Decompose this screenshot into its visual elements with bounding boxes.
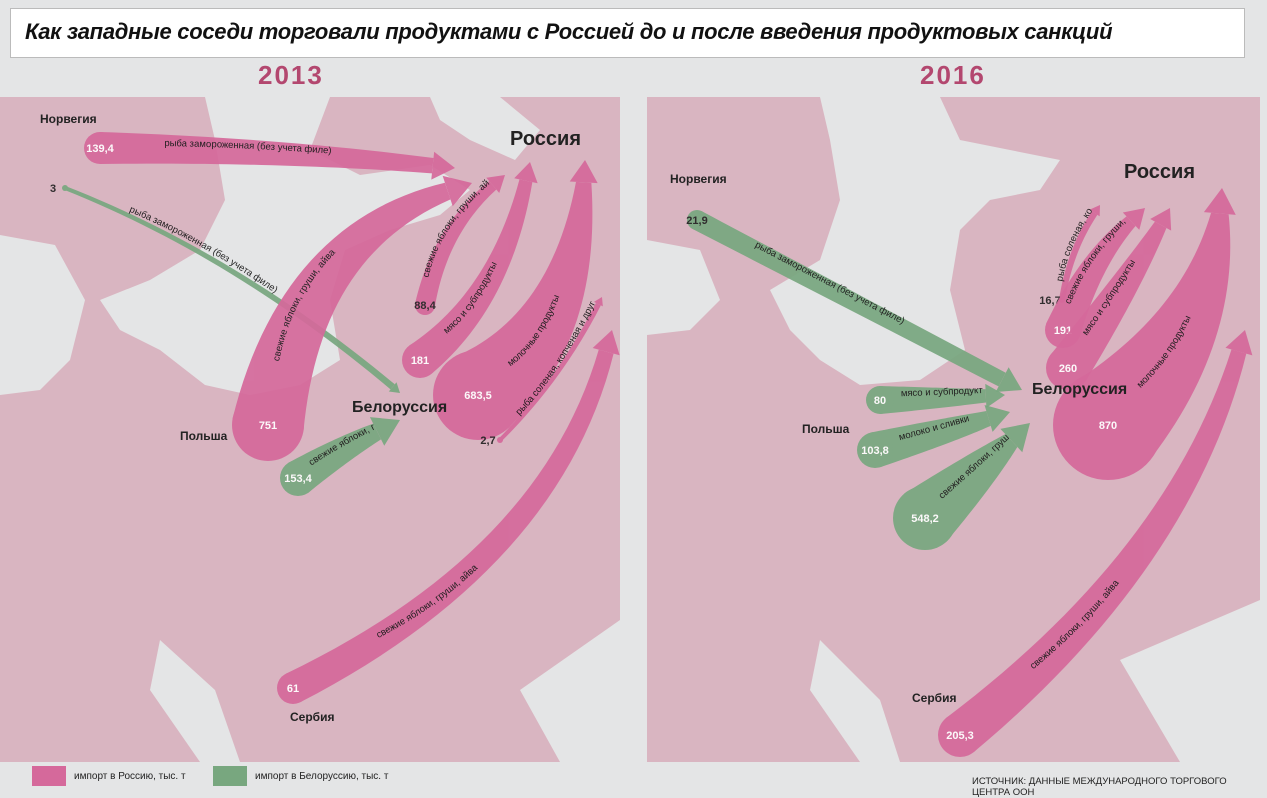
flow-arrowhead bbox=[1203, 188, 1236, 215]
flow-shaft bbox=[1046, 216, 1136, 337]
flow-origin-circle bbox=[84, 132, 116, 164]
flow-arrowhead bbox=[592, 330, 620, 356]
flow-arrowhead bbox=[388, 382, 400, 393]
country-label-serbia: Сербия bbox=[912, 691, 956, 705]
flow-value: 80 bbox=[874, 395, 886, 407]
legend-label-belarus: импорт в Белоруссию, тыс. т bbox=[255, 770, 389, 782]
flow-value: 2,7 bbox=[480, 435, 495, 447]
flow-origin-circle bbox=[415, 295, 435, 315]
flow-arrowhead bbox=[593, 297, 603, 307]
country-label-poland: Польша bbox=[180, 429, 228, 443]
flow-origin-circle bbox=[402, 342, 438, 378]
flow-shaft bbox=[409, 179, 533, 375]
flow-arrowhead bbox=[995, 367, 1022, 393]
flow-value: 139,4 bbox=[86, 143, 114, 155]
flow-value: 205,3 bbox=[946, 730, 974, 742]
flow-origin-circle bbox=[277, 672, 309, 704]
flow-value: 61 bbox=[287, 683, 299, 695]
flow-arrowhead bbox=[514, 162, 538, 184]
flow-arrowhead bbox=[1150, 208, 1172, 231]
flow-shaft bbox=[1059, 211, 1098, 301]
flow-shaft bbox=[232, 182, 451, 432]
flow-arrowhead bbox=[1225, 330, 1253, 356]
country-label-poland: Польша bbox=[802, 422, 850, 436]
flow-shaft bbox=[946, 349, 1247, 753]
flow-value: 103,8 bbox=[861, 445, 889, 457]
flow-arrowhead bbox=[1089, 205, 1100, 217]
flow-origin-circle bbox=[857, 432, 893, 468]
flow-arrowhead bbox=[1122, 208, 1145, 230]
legend-label-russia: импорт в Россию, тыс. т bbox=[74, 770, 186, 782]
flow-shaft bbox=[1050, 221, 1167, 381]
flow-value: 153,4 bbox=[284, 473, 312, 485]
sea-white-2013 bbox=[430, 97, 540, 160]
flow-arrowhead bbox=[569, 160, 598, 184]
country-label-russia: Россия bbox=[1124, 161, 1195, 183]
flow-origin-circle bbox=[893, 486, 957, 550]
country-labels: Норвегия Россия Белоруссия Польша Сербия Норв… bbox=[40, 112, 1195, 724]
country-label-russia: Россия bbox=[510, 128, 581, 150]
flow-value: 3 bbox=[50, 183, 56, 195]
flow-shaft bbox=[879, 386, 987, 414]
legend-swatch-belarus bbox=[213, 766, 247, 786]
flow-origin-circle bbox=[938, 713, 982, 757]
flow-value: 21,9 bbox=[686, 215, 707, 227]
flow-origin-circle bbox=[232, 389, 304, 461]
flow-origin-circle bbox=[497, 437, 503, 443]
country-label-serbia: Сербия bbox=[290, 710, 334, 724]
flow-arrowhead bbox=[486, 175, 505, 193]
flow-arrowhead bbox=[984, 405, 1010, 432]
flow-shaft bbox=[285, 349, 614, 703]
flow-origin-circle bbox=[433, 350, 523, 440]
flow-shaft bbox=[99, 132, 434, 174]
sea-black-2013 bbox=[520, 620, 620, 762]
country-label-belarus: Белоруссия bbox=[1032, 381, 1127, 398]
sea-black-2016 bbox=[1120, 600, 1260, 762]
country-label-norway: Норвегия bbox=[670, 172, 727, 186]
legend-belarus: импорт в Белоруссию, тыс. т bbox=[213, 766, 388, 786]
flow-arrowhead bbox=[985, 383, 1005, 408]
flow-shaft bbox=[498, 302, 601, 442]
sea-baltic-2016 bbox=[770, 97, 1060, 385]
flow-arrowhead bbox=[369, 417, 400, 446]
legend-russia: импорт в Россию, тыс. т bbox=[32, 766, 186, 786]
country-label-belarus: Белоруссия bbox=[352, 399, 447, 416]
flow-value: 260 bbox=[1059, 363, 1077, 375]
flow-arrowhead bbox=[1000, 423, 1030, 453]
flow-origin-circle bbox=[280, 460, 316, 496]
flow-origin-circle bbox=[1053, 370, 1163, 480]
sea-baltic-2013 bbox=[100, 97, 470, 395]
flow-shaft bbox=[870, 411, 991, 468]
flow-value: 870 bbox=[1099, 420, 1117, 432]
flow-arrowhead bbox=[442, 175, 472, 207]
flow-value: 683,5 bbox=[464, 390, 492, 402]
year-2013: 2013 bbox=[258, 60, 324, 90]
year-2016: 2016 bbox=[920, 60, 986, 90]
flow-shaft bbox=[415, 181, 497, 307]
country-label-norway: Норвегия bbox=[40, 112, 97, 126]
sea-adriatic-2013 bbox=[150, 640, 240, 762]
flow-origin-circle bbox=[62, 185, 68, 191]
flow-origin-circle bbox=[687, 210, 707, 230]
flow-value: 751 bbox=[259, 420, 277, 432]
title-box: Как западные соседи торговали продуктами… bbox=[10, 8, 1245, 58]
flow-arrowhead bbox=[431, 151, 455, 180]
flow-value: 548,2 bbox=[911, 513, 939, 525]
sea-adriatic-2016 bbox=[810, 640, 900, 762]
source-note: ИСТОЧНИК: ДАННЫЕ МЕЖДУНАРОДНОГО ТОРГОВОГ… bbox=[972, 776, 1227, 798]
page-title: Как западные соседи торговали продуктами… bbox=[25, 19, 1113, 44]
flow-value: 16,7 bbox=[1039, 295, 1060, 307]
flow-shaft bbox=[692, 211, 1006, 387]
flow-value: 88,4 bbox=[414, 300, 436, 312]
sea-north-2013 bbox=[0, 235, 85, 395]
flow-value: 181 bbox=[411, 355, 429, 367]
flow-origin-circle bbox=[866, 386, 894, 414]
legend-swatch-russia bbox=[32, 766, 66, 786]
sea-north-2016 bbox=[647, 240, 720, 335]
